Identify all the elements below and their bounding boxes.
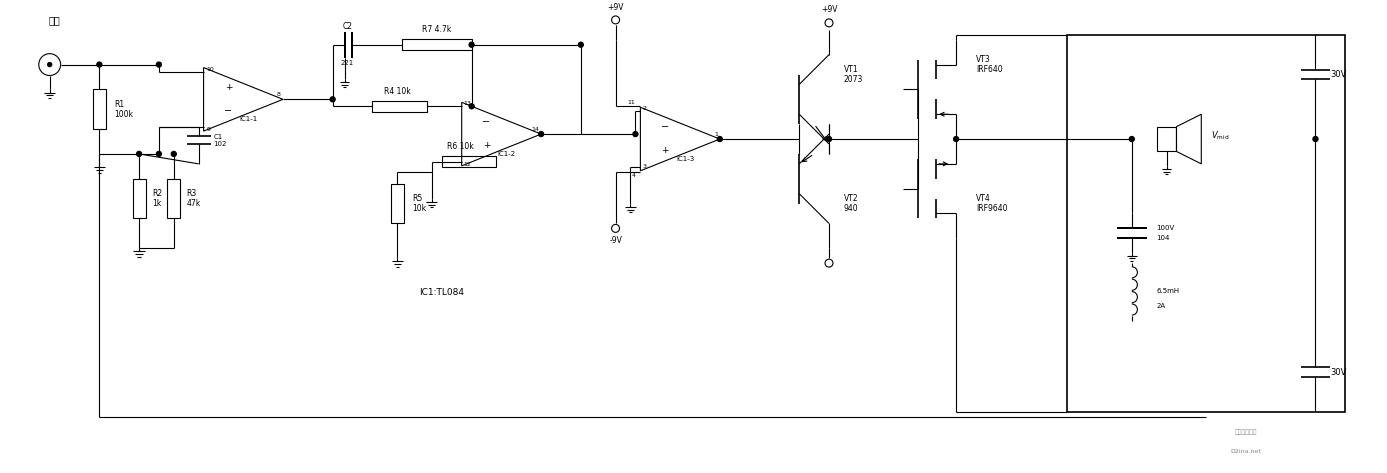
Bar [442, 157, 497, 167]
Text: R6 10k: R6 10k [447, 142, 473, 151]
Text: 104: 104 [1157, 235, 1171, 241]
Text: 13: 13 [463, 101, 472, 106]
Circle shape [157, 151, 161, 157]
Circle shape [578, 42, 584, 47]
Text: 9: 9 [207, 127, 211, 132]
Text: 8: 8 [276, 92, 280, 97]
Circle shape [1129, 137, 1135, 141]
Circle shape [172, 151, 176, 157]
Text: 30V: 30V [1330, 368, 1347, 377]
Circle shape [1313, 137, 1318, 141]
Circle shape [632, 131, 638, 137]
Text: 30V: 30V [1330, 70, 1347, 79]
Text: R1
100k: R1 100k [114, 99, 133, 119]
Text: 11: 11 [628, 100, 635, 105]
Text: VT3
IRF640: VT3 IRF640 [976, 55, 1003, 74]
Text: R2
1k: R2 1k [153, 189, 162, 208]
Bar [391, 184, 404, 223]
Text: IC1-1: IC1-1 [239, 116, 258, 122]
Text: 221: 221 [341, 60, 354, 66]
Bar [372, 101, 427, 112]
Bar [1067, 35, 1345, 412]
Text: IC1-3: IC1-3 [675, 156, 694, 162]
Text: 电子开发社区: 电子开发社区 [1234, 429, 1257, 435]
Text: C2: C2 [343, 22, 352, 31]
Text: VT4
IRF9640: VT4 IRF9640 [976, 194, 1007, 213]
Circle shape [538, 131, 544, 137]
Text: 6.5mH: 6.5mH [1157, 288, 1180, 294]
Text: IC1-2: IC1-2 [498, 151, 516, 157]
Text: +: + [662, 147, 669, 156]
Text: 4: 4 [631, 173, 635, 178]
Text: 10: 10 [207, 67, 215, 71]
Circle shape [469, 42, 474, 47]
Bar [133, 179, 146, 219]
Text: −: − [662, 122, 670, 132]
Text: R7 4.7k: R7 4.7k [422, 26, 452, 35]
Text: D2ina.net: D2ina.net [1230, 449, 1261, 454]
Text: 1: 1 [714, 131, 718, 137]
Bar [1157, 127, 1176, 151]
Text: +: + [483, 141, 490, 150]
Text: VT2
940: VT2 940 [843, 194, 859, 213]
Bar [402, 39, 472, 50]
Circle shape [157, 62, 161, 67]
Circle shape [469, 104, 474, 109]
Text: −: − [483, 117, 491, 127]
Text: +9V: +9V [608, 2, 624, 11]
Text: −: − [225, 106, 233, 116]
Text: 12: 12 [463, 162, 472, 167]
Circle shape [827, 137, 831, 141]
Bar [168, 179, 180, 219]
Text: -9V: -9V [609, 236, 621, 245]
Text: R4 10k: R4 10k [384, 87, 411, 96]
Text: R3
47k: R3 47k [187, 189, 201, 208]
Text: C1
102: C1 102 [214, 133, 227, 147]
Text: 输入: 输入 [49, 15, 61, 25]
Text: +9V: +9V [821, 6, 838, 15]
Bar [93, 89, 105, 129]
Circle shape [954, 137, 958, 141]
Text: VT1
2073: VT1 2073 [843, 65, 863, 84]
Circle shape [717, 137, 723, 141]
Circle shape [97, 62, 101, 67]
Text: IC1:TL084: IC1:TL084 [419, 289, 465, 298]
Text: 2A: 2A [1157, 303, 1165, 309]
Text: 2: 2 [642, 106, 646, 111]
Circle shape [330, 97, 336, 102]
Text: R5
10k: R5 10k [412, 194, 426, 213]
Text: +: + [225, 83, 232, 92]
Text: 100V: 100V [1157, 226, 1175, 231]
Text: 14: 14 [531, 127, 540, 131]
Circle shape [47, 62, 51, 67]
Circle shape [136, 151, 141, 157]
Text: $V_{\rm mid}$: $V_{\rm mid}$ [1211, 130, 1229, 142]
Text: 3: 3 [642, 164, 646, 169]
